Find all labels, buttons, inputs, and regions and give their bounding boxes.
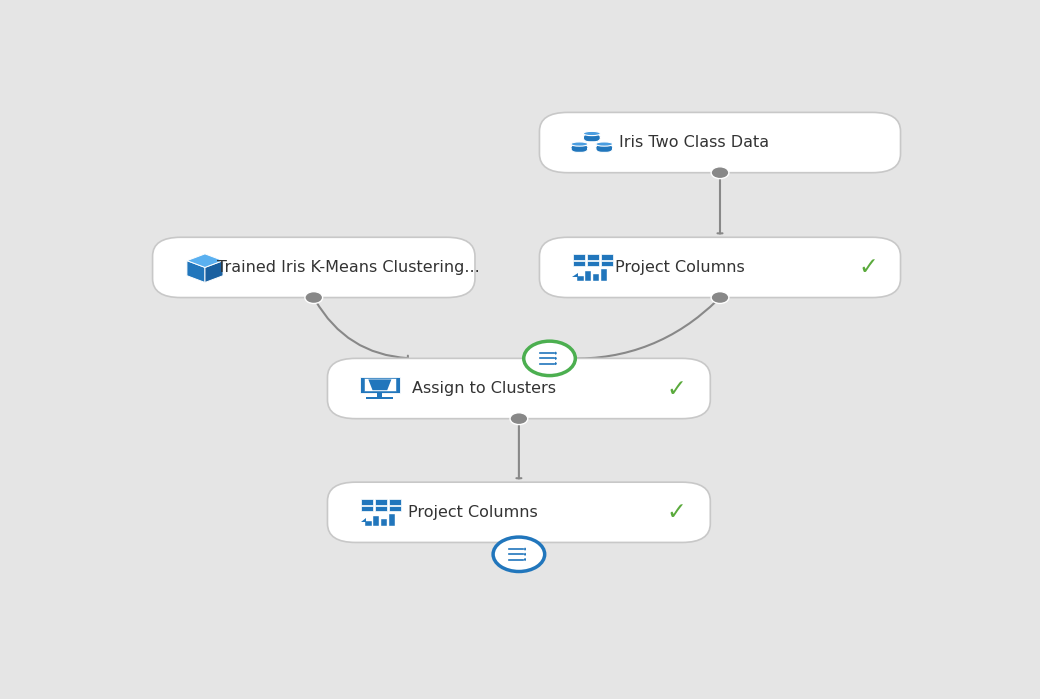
Ellipse shape bbox=[583, 131, 600, 136]
Bar bbox=[362, 499, 373, 505]
Bar bbox=[586, 271, 592, 281]
FancyBboxPatch shape bbox=[360, 377, 399, 394]
Polygon shape bbox=[368, 380, 391, 390]
Text: Iris Two Class Data: Iris Two Class Data bbox=[619, 135, 769, 150]
Bar bbox=[389, 499, 401, 505]
Bar bbox=[588, 261, 599, 266]
Text: Assign to Clusters: Assign to Clusters bbox=[412, 381, 555, 396]
FancyBboxPatch shape bbox=[571, 144, 588, 152]
Bar bbox=[389, 514, 395, 526]
Text: ✓: ✓ bbox=[666, 500, 685, 524]
Bar bbox=[375, 499, 388, 505]
FancyBboxPatch shape bbox=[583, 134, 600, 142]
Bar bbox=[601, 261, 614, 266]
Circle shape bbox=[510, 412, 527, 424]
Bar bbox=[375, 506, 388, 511]
Bar bbox=[573, 254, 586, 259]
Circle shape bbox=[305, 291, 322, 303]
Polygon shape bbox=[361, 518, 366, 521]
Ellipse shape bbox=[571, 142, 588, 146]
Circle shape bbox=[524, 341, 575, 375]
Polygon shape bbox=[205, 261, 223, 282]
Circle shape bbox=[711, 291, 729, 303]
FancyBboxPatch shape bbox=[364, 378, 396, 391]
Polygon shape bbox=[187, 254, 223, 268]
Circle shape bbox=[711, 167, 729, 179]
Bar bbox=[373, 516, 380, 526]
Bar bbox=[366, 396, 393, 398]
Bar bbox=[573, 261, 586, 266]
Bar bbox=[577, 275, 583, 281]
Text: ✓: ✓ bbox=[666, 377, 685, 401]
Bar bbox=[601, 254, 614, 259]
Polygon shape bbox=[572, 273, 578, 277]
FancyBboxPatch shape bbox=[328, 359, 710, 419]
Bar bbox=[362, 506, 373, 511]
Text: ✓: ✓ bbox=[858, 255, 878, 280]
Circle shape bbox=[493, 537, 545, 572]
Bar bbox=[389, 506, 401, 511]
Text: Project Columns: Project Columns bbox=[408, 505, 538, 520]
Text: Trained Iris K-Means Clustering...: Trained Iris K-Means Clustering... bbox=[217, 260, 479, 275]
FancyBboxPatch shape bbox=[596, 144, 613, 152]
Bar bbox=[588, 254, 599, 259]
Bar bbox=[378, 393, 383, 397]
Bar bbox=[376, 387, 384, 390]
FancyBboxPatch shape bbox=[328, 482, 710, 542]
Bar bbox=[600, 269, 606, 281]
Bar bbox=[381, 519, 387, 526]
Text: Project Columns: Project Columns bbox=[616, 260, 745, 275]
Bar bbox=[365, 521, 371, 526]
Bar bbox=[593, 274, 599, 281]
FancyBboxPatch shape bbox=[540, 113, 901, 173]
FancyBboxPatch shape bbox=[540, 237, 901, 298]
Ellipse shape bbox=[596, 142, 613, 146]
FancyBboxPatch shape bbox=[153, 237, 475, 298]
Polygon shape bbox=[187, 261, 205, 282]
